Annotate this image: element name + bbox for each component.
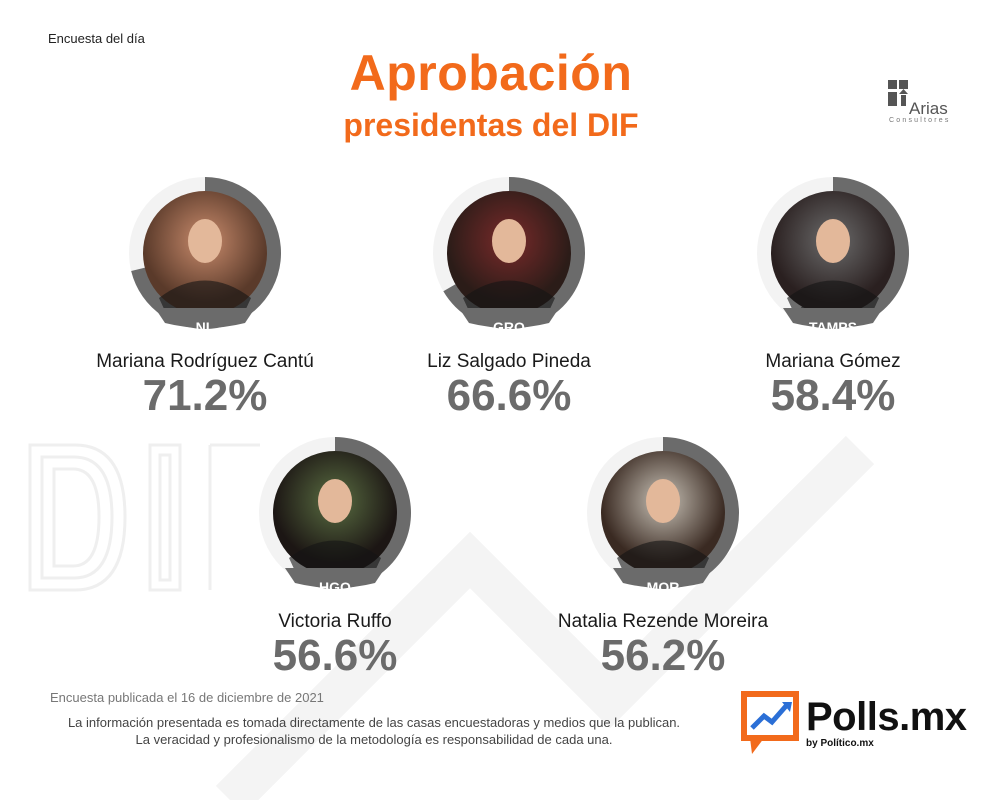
arias-logo-name: Arias <box>909 99 948 118</box>
page-title: Aprobación <box>349 45 633 101</box>
person-name: Mariana Rodríguez Cantú <box>96 351 314 372</box>
approval-value: 56.6% <box>272 631 398 680</box>
state-label: HGO <box>319 579 351 595</box>
radial-ring <box>757 177 909 329</box>
page-subtitle: presidentas del DIF <box>343 107 639 143</box>
state-band <box>783 308 883 328</box>
radial-ring <box>129 177 281 329</box>
publication-date: Encuesta publicada el 16 de diciembre de… <box>50 690 324 705</box>
state-band <box>155 308 255 328</box>
radial-ring <box>587 437 739 589</box>
approval-value: 71.2% <box>142 371 268 420</box>
disclaimer: La información presentada es tomada dire… <box>44 714 704 748</box>
approval-value: 66.6% <box>446 371 572 420</box>
brand-name: Polls.mx <box>806 695 967 739</box>
state-band <box>459 308 559 328</box>
portrait-body <box>159 280 251 315</box>
disclaimer-line: La información presentada es tomada dire… <box>67 715 681 730</box>
polls-chart-icon <box>741 691 799 754</box>
state-band <box>613 568 713 588</box>
portrait-face <box>492 219 526 263</box>
radial-ring <box>433 177 585 329</box>
approval-arc <box>634 437 739 589</box>
person-name: Liz Salgado Pineda <box>427 351 591 372</box>
state-label: GRO <box>493 319 525 335</box>
portrait-body <box>289 540 381 575</box>
state-label: MOR <box>646 579 680 595</box>
approval-value: 58.4% <box>770 371 896 420</box>
portrait-body <box>787 280 879 315</box>
arias-logo-subtitle: Consultores <box>889 117 951 124</box>
disclaimer-line: La veracidad y profesionalismo de la met… <box>135 732 613 747</box>
radial-ring <box>259 437 411 589</box>
portrait-face <box>646 479 680 523</box>
approval-value: 56.2% <box>600 631 726 680</box>
portrait-face <box>816 219 850 263</box>
state-label: TAMPS <box>809 319 857 335</box>
portrait-body <box>463 280 555 315</box>
person-name: Victoria Ruffo <box>278 611 392 632</box>
portrait-body <box>617 540 709 575</box>
approval-arc <box>304 437 411 589</box>
portrait-face <box>318 479 352 523</box>
arias-logo-icon <box>888 80 908 106</box>
portrait-face <box>188 219 222 263</box>
brand-byline: by Político.mx <box>806 738 874 749</box>
person-name: Natalia Rezende Moreira <box>557 611 769 632</box>
state-band <box>285 568 385 588</box>
top-label: Encuesta del día <box>48 31 145 46</box>
person-name: Mariana Gómez <box>765 351 901 372</box>
state-label: NL <box>195 319 215 335</box>
